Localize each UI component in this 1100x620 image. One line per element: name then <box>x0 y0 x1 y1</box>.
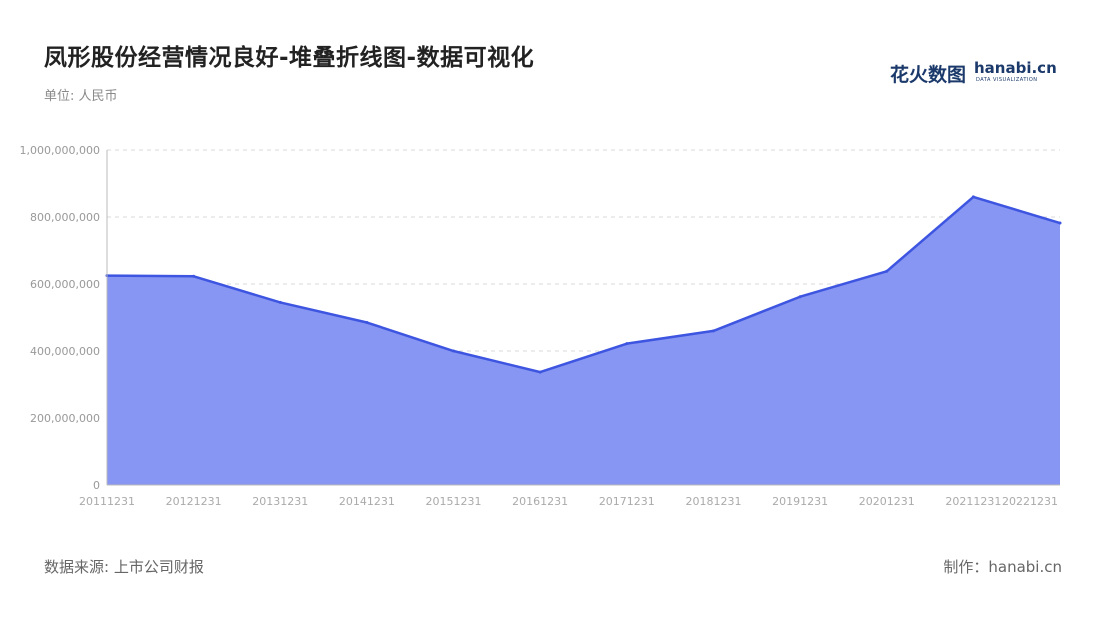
logo-en-text: hanabi.cn <box>974 59 1057 77</box>
maker-label: 制作：hanabi.cn <box>943 558 1062 576</box>
x-tick-label: 20221231 <box>1002 495 1058 508</box>
y-tick-label: 1,000,000,000 <box>20 144 100 157</box>
source-label: 数据来源: 上市公司财报 <box>44 558 204 576</box>
data-point <box>1058 221 1062 225</box>
data-point <box>971 195 975 199</box>
y-tick-label: 400,000,000 <box>30 345 100 358</box>
data-point <box>538 370 542 374</box>
x-tick-label: 20201231 <box>859 495 915 508</box>
y-tick-label: 800,000,000 <box>30 211 100 224</box>
x-tick-label: 20121231 <box>166 495 222 508</box>
logo-sub-text: DATA VISUALIZATION <box>976 77 1038 83</box>
logo-cn-text: 花火数图 <box>890 64 967 86</box>
data-point <box>711 329 715 333</box>
data-point <box>452 349 456 353</box>
y-tick-label: 200,000,000 <box>30 412 100 425</box>
y-tick-label: 600,000,000 <box>30 278 100 291</box>
unit-label: 单位: 人民币 <box>44 89 118 104</box>
area-fill <box>107 196 1060 485</box>
data-point <box>278 300 282 304</box>
chart-title: 凤形股份经营情况良好-堆叠折线图-数据可视化 <box>44 45 535 71</box>
x-tick-label: 20141231 <box>339 495 395 508</box>
data-point <box>798 295 802 299</box>
x-tick-label: 20191231 <box>772 495 828 508</box>
series-line <box>106 195 1061 374</box>
data-point <box>625 342 629 346</box>
x-tick-label: 20111231 <box>79 495 135 508</box>
x-tick-label: 20161231 <box>512 495 568 508</box>
x-tick-label: 20171231 <box>599 495 655 508</box>
x-tick-label: 20151231 <box>426 495 482 508</box>
x-tick-label: 20181231 <box>685 495 741 508</box>
data-point <box>192 274 196 278</box>
x-tick-label: 20131231 <box>252 495 308 508</box>
data-point <box>365 321 369 325</box>
y-tick-label: 0 <box>93 479 100 492</box>
data-point <box>885 269 889 273</box>
x-tick-label: 20211231 <box>945 495 1001 508</box>
